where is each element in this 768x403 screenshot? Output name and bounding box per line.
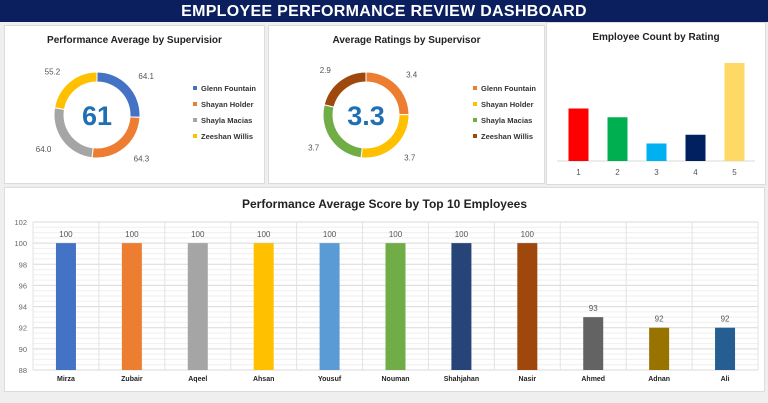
y-tick-label: 98 xyxy=(19,260,27,269)
top-employees-panel: Performance Average Score by Top 10 Empl… xyxy=(4,187,765,392)
bar xyxy=(451,243,472,370)
donut-segment xyxy=(54,71,98,110)
bar xyxy=(319,243,340,370)
bar xyxy=(607,117,628,161)
dashboard-title: EMPLOYEE PERFORMANCE REVIEW DASHBOARD xyxy=(0,0,768,22)
x-tick-label: Mirza xyxy=(57,376,75,383)
data-label: 100 xyxy=(455,230,469,239)
data-label: 100 xyxy=(125,230,139,239)
x-tick-label: Yousuf xyxy=(318,376,342,383)
center-value: 61 xyxy=(82,101,112,131)
bar xyxy=(685,134,706,161)
x-tick-label: Nasir xyxy=(519,376,537,383)
x-tick-label: 4 xyxy=(693,168,698,177)
bar xyxy=(121,243,142,370)
data-label: 55.2 xyxy=(45,67,61,76)
bar-chart-count: 1 2 3 4 5 xyxy=(557,63,755,177)
data-label: 92 xyxy=(655,315,664,324)
x-tick-label: Ahsan xyxy=(253,376,274,383)
x-tick-label: Shahjahan xyxy=(444,376,479,383)
x-tick-label: 1 xyxy=(576,168,581,177)
legend-item: Shayla Macias xyxy=(201,116,252,125)
bar xyxy=(649,327,670,370)
legend-swatch xyxy=(193,102,197,106)
data-label: 64.0 xyxy=(36,145,52,154)
bar-chart-top-employees: 88 90 92 94 96 98 100 102 100 Mirza 100 Zubair 100 Aq… xyxy=(14,218,759,383)
y-tick-label: 96 xyxy=(19,281,27,290)
legend-item: Shayan Holder xyxy=(201,100,254,109)
bar xyxy=(253,243,274,370)
legend-item: Zeeshan Willis xyxy=(201,132,253,141)
legend-swatch xyxy=(473,86,477,90)
y-tick-label: 102 xyxy=(14,218,27,227)
x-tick-label: Zubair xyxy=(121,376,143,383)
y-tick-label: 100 xyxy=(14,239,27,248)
data-label: 100 xyxy=(521,230,535,239)
bar xyxy=(568,108,589,161)
data-label: 100 xyxy=(257,230,271,239)
x-tick-label: 5 xyxy=(732,168,737,177)
x-tick-label: 2 xyxy=(615,168,620,177)
bar xyxy=(517,243,538,370)
x-tick-label: Ali xyxy=(721,376,730,383)
data-label: 64.3 xyxy=(134,155,150,164)
legend-swatch xyxy=(193,134,197,138)
bar xyxy=(715,327,736,370)
donut-chart-ratings: 3.4 3.7 3.7 2.9 3.3 Glenn Fountain Shayan Hold… xyxy=(308,66,536,162)
legend-item: Shayan Holder xyxy=(481,100,534,109)
legend-item: Zeeshan Willis xyxy=(481,132,533,141)
x-tick-label: 3 xyxy=(654,168,659,177)
data-label: 100 xyxy=(191,230,205,239)
x-tick-label: Ahmed xyxy=(581,376,605,383)
legend-swatch xyxy=(473,118,477,122)
bar xyxy=(55,243,76,370)
bar xyxy=(583,317,604,370)
data-label: 93 xyxy=(589,304,598,313)
data-label: 64.1 xyxy=(138,72,154,81)
legend-item: Glenn Fountain xyxy=(201,84,256,93)
y-tick-label: 94 xyxy=(19,303,27,312)
chart-title: Performance Average Score by Top 10 Empl… xyxy=(241,197,527,211)
bar xyxy=(724,63,745,161)
data-label: 3.4 xyxy=(406,70,418,79)
legend-swatch xyxy=(473,134,477,138)
ratings-by-supervisor-panel: Average Ratings by Supervisor 3.4 3.7 3.7 2… xyxy=(268,25,545,184)
data-label: 100 xyxy=(323,230,337,239)
bar xyxy=(385,243,406,370)
performance-by-supervisor-panel: Performance Average by Supervisior 64.1 6… xyxy=(4,25,265,184)
data-label: 3.7 xyxy=(308,144,320,153)
data-label: 2.9 xyxy=(320,66,332,75)
data-label: 100 xyxy=(59,230,73,239)
employee-count-panel: Employee Count by Rating 1 2 3 4 5 xyxy=(546,22,766,185)
data-label: 92 xyxy=(721,315,730,324)
legend-item: Glenn Fountain xyxy=(481,84,536,93)
legend-item: Shayla Macias xyxy=(481,116,532,125)
donut-chart-performance: 64.1 64.3 64.0 55.2 61 Glenn Fountain Shayan H… xyxy=(36,67,257,164)
bar xyxy=(187,243,208,370)
y-tick-label: 88 xyxy=(19,366,27,375)
chart-title: Average Ratings by Supervisor xyxy=(332,35,481,46)
y-tick-label: 90 xyxy=(19,345,27,354)
bar xyxy=(646,143,667,161)
chart-title: Employee Count by Rating xyxy=(592,32,720,43)
data-label: 3.7 xyxy=(404,153,416,162)
x-tick-label: Adnan xyxy=(648,376,670,383)
legend-swatch xyxy=(473,102,477,106)
chart-title: Performance Average by Supervisior xyxy=(47,35,222,46)
center-value: 3.3 xyxy=(347,101,385,131)
donut-segment xyxy=(323,71,367,108)
x-tick-label: Nouman xyxy=(382,376,410,383)
x-tick-label: Aqeel xyxy=(188,376,207,383)
y-tick-label: 92 xyxy=(19,324,27,333)
legend-swatch xyxy=(193,118,197,122)
data-label: 100 xyxy=(389,230,403,239)
legend-swatch xyxy=(193,86,197,90)
